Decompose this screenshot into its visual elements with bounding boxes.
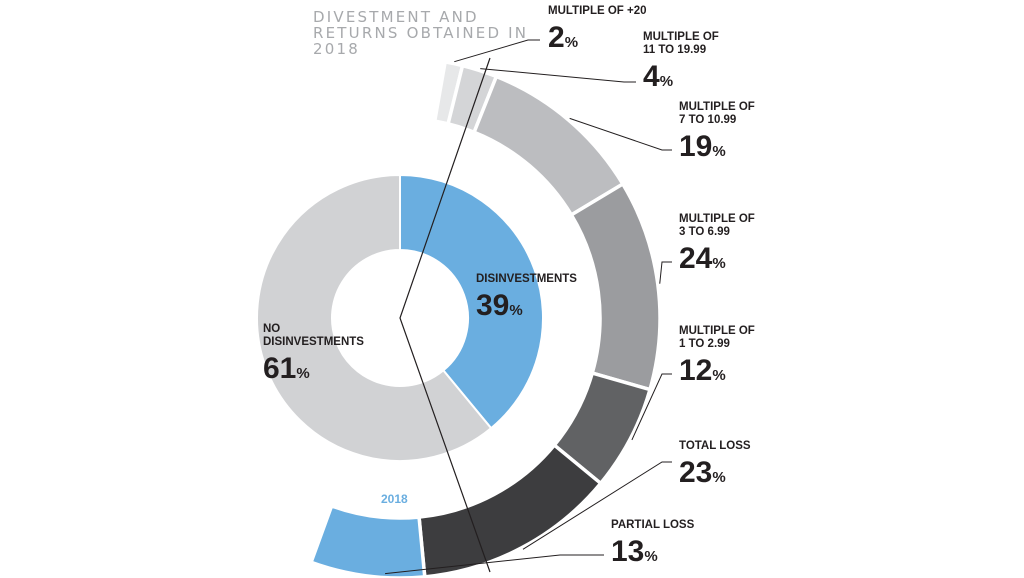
outer-arc-ring [308, 57, 662, 578]
slice-label-inner-0: DISINVESTMENTS [476, 273, 577, 285]
leader-line-6 [385, 554, 604, 575]
inner-year-label: 2018 [381, 492, 408, 506]
leader-line-2 [569, 117, 672, 151]
slice-label-outer-3: MULTIPLE OF [679, 213, 755, 225]
outer-slice-3 [568, 181, 662, 392]
leader-line-1 [480, 68, 636, 83]
slice-value-outer-3: 24% [679, 242, 726, 275]
slice-label-outer-4: 1 TO 2.99 [679, 338, 730, 350]
outer-slice-2 [471, 74, 626, 218]
slice-label-outer-0: MULTIPLE OF +20 [548, 5, 647, 17]
slice-value-inner-1: 61% [263, 352, 310, 385]
slice-value-outer-0: 2% [548, 21, 578, 54]
leader-line-5 [522, 461, 672, 550]
slice-value-outer-4: 12% [679, 354, 726, 387]
chart-title-line: 2018 [313, 40, 360, 58]
slice-label-inner-1: DISINVESTMENTS [263, 336, 364, 348]
slice-label-outer-1: 11 TO 19.99 [643, 44, 706, 56]
outer-slice-5 [417, 442, 604, 578]
leader-line-3 [659, 261, 672, 284]
slice-value-outer-6: 13% [611, 535, 658, 568]
slice-value-inner-0: 39% [476, 289, 523, 322]
slice-label-inner-1: NO [263, 323, 280, 335]
inner-donut [256, 173, 544, 462]
slice-label-outer-4: MULTIPLE OF [679, 325, 755, 337]
slice-value-outer-1: 4% [643, 60, 673, 93]
slice-label-outer-2: MULTIPLE OF [679, 101, 755, 113]
slice-label-outer-2: 7 TO 10.99 [679, 114, 736, 126]
slice-label-outer-5: TOTAL LOSS [679, 440, 751, 452]
chart-title-line: DIVESTMENT AND [313, 8, 479, 26]
slice-label-outer-3: 3 TO 6.99 [679, 226, 730, 238]
outer-slice-6 [308, 503, 427, 578]
slice-label-outer-1: MULTIPLE OF [643, 31, 719, 43]
leader-line-0 [454, 39, 540, 63]
slice-label-outer-6: PARTIAL LOSS [611, 519, 695, 531]
inner-slice-1 [256, 173, 493, 462]
divider-line [399, 57, 491, 573]
slice-value-outer-2: 19% [679, 130, 726, 163]
slice-value-outer-5: 23% [679, 456, 726, 489]
leader-line-4 [631, 373, 672, 441]
inner-slice-0 [399, 173, 544, 430]
chart-title-line: RETURNS OBTAINED IN [313, 24, 528, 42]
